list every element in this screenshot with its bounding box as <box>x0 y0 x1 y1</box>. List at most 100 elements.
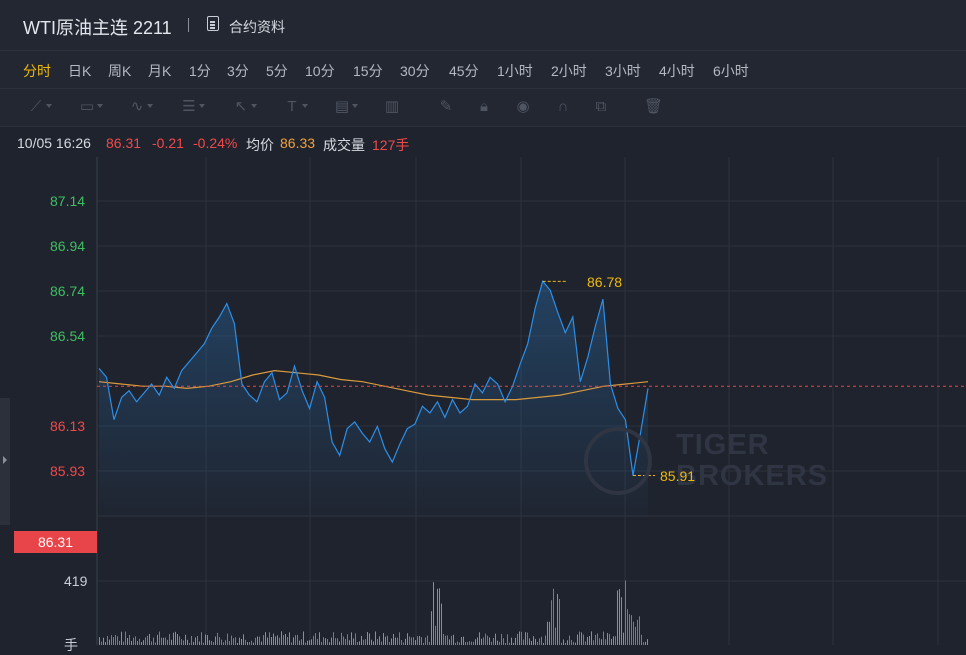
volume-bar <box>247 642 248 645</box>
volume-bar <box>347 634 348 645</box>
volume-bar <box>325 638 326 645</box>
volume-bar <box>201 632 202 645</box>
tab-period[interactable]: 3小时 <box>605 63 641 79</box>
wave-icon[interactable]: ∿ <box>128 98 153 116</box>
trend-line-icon[interactable]: ⟋ <box>27 98 52 116</box>
volume-label: 成交量 <box>323 137 365 153</box>
layers-icon[interactable]: ⧉ <box>595 98 607 115</box>
volume-bar <box>133 637 134 645</box>
volume-bar <box>125 631 126 645</box>
tab-period[interactable]: 2小时 <box>551 63 587 79</box>
text-icon[interactable]: T <box>283 98 308 116</box>
rectangle-icon[interactable]: ▭ <box>78 98 103 116</box>
volume-bar <box>403 642 404 645</box>
volume-bar <box>231 635 232 645</box>
volume-bar <box>213 642 214 645</box>
tab-period[interactable]: 月K <box>148 63 172 79</box>
tab-period[interactable]: 周K <box>108 63 132 79</box>
volume-bar <box>409 636 410 645</box>
volume-bar <box>547 621 548 645</box>
volume-bar <box>545 635 546 645</box>
volume-bar <box>205 634 206 645</box>
volume-bar <box>237 642 238 645</box>
volume-bar <box>359 641 360 645</box>
volume-bar <box>513 642 514 645</box>
volume-bar <box>277 635 278 645</box>
side-panel-handle[interactable] <box>0 398 10 525</box>
volume-bar <box>431 611 432 645</box>
fibonacci-icon[interactable]: ☰ <box>180 98 205 116</box>
volume-bar <box>625 580 626 645</box>
volume-bar <box>537 641 538 645</box>
y-tick-label: 85.93 <box>50 463 86 479</box>
volume-bar <box>595 634 596 645</box>
volume-bar <box>581 632 582 645</box>
low-price-label: 85.91 <box>660 468 696 484</box>
magnet-icon[interactable]: ∩ <box>557 98 569 115</box>
contract-info-link[interactable]: 合约资料 <box>229 19 285 35</box>
tab-period[interactable]: 5分 <box>266 63 288 79</box>
volume-bar <box>339 641 340 645</box>
tab-period[interactable]: 1分 <box>189 63 211 79</box>
quote-datetime: 10/05 16:26 <box>17 135 91 151</box>
volume-bar <box>379 636 380 645</box>
volume-bar <box>433 582 434 645</box>
volume-bar <box>421 637 422 645</box>
volume-bar <box>569 635 570 645</box>
volume-bar <box>489 637 490 645</box>
volume-bar <box>507 634 508 645</box>
volume-bar <box>377 638 378 645</box>
volume-bar <box>555 627 556 645</box>
indicator-icon[interactable]: ▥ <box>384 98 400 115</box>
tab-period[interactable]: 3分 <box>227 63 249 79</box>
volume-bar <box>307 640 308 645</box>
volume-bar <box>633 621 634 645</box>
volume-bar <box>187 639 188 645</box>
brush-icon[interactable]: ✎ <box>439 98 453 115</box>
volume-bar <box>303 631 304 645</box>
volume-bar <box>601 639 602 645</box>
tab-period[interactable]: 10分 <box>305 63 335 79</box>
volume-bar <box>473 641 474 645</box>
volume-bar <box>517 633 518 645</box>
volume-bar <box>239 637 240 645</box>
volume-bar <box>603 631 604 645</box>
y-tick-label: 86.94 <box>50 238 86 254</box>
volume-bar <box>355 633 356 645</box>
high-price-label: 86.78 <box>587 274 623 290</box>
volume-bar <box>401 640 402 645</box>
lock-icon[interactable]: 🔒︎ <box>480 98 488 115</box>
volume-bar <box>259 636 260 645</box>
volume-bar <box>283 635 284 645</box>
volume-unit-label: 手 <box>64 637 78 653</box>
tab-period[interactable]: 30分 <box>400 63 430 79</box>
volume-bar <box>375 631 376 645</box>
eye-icon[interactable]: ◉ <box>516 98 530 115</box>
quote-change-pct: -0.24% <box>193 135 238 151</box>
volume-bar <box>203 642 204 645</box>
tab-period[interactable]: 45分 <box>449 63 479 79</box>
volume-bar <box>263 635 264 645</box>
volume-bar <box>557 593 558 645</box>
tab-period[interactable]: 分时 <box>23 63 51 79</box>
tab-period[interactable]: 日K <box>68 63 92 79</box>
tab-period[interactable]: 4小时 <box>659 63 695 79</box>
volume-bar <box>549 621 550 645</box>
chart-canvas[interactable] <box>0 157 966 645</box>
intraday-chart[interactable]: TIGER BROKERS 87.14 86.94 86.74 86.54 86… <box>0 157 966 653</box>
tab-period[interactable]: 15分 <box>353 63 383 79</box>
volume-bar <box>451 635 452 645</box>
volume-bar <box>335 638 336 645</box>
arrow-icon[interactable]: ↖ <box>232 98 257 116</box>
tab-period[interactable]: 1小时 <box>497 63 533 79</box>
label-icon[interactable]: ▤ <box>333 98 358 116</box>
trash-icon[interactable]: 🗑︎ <box>644 98 664 115</box>
document-icon[interactable] <box>207 16 219 31</box>
volume-bar <box>305 642 306 645</box>
volume-bar <box>101 641 102 645</box>
y-tick-label: 86.74 <box>50 283 86 299</box>
volume-bar <box>249 642 250 645</box>
volume-bar <box>267 637 268 645</box>
volume-bar <box>329 642 330 645</box>
tab-period[interactable]: 6小时 <box>713 63 749 79</box>
